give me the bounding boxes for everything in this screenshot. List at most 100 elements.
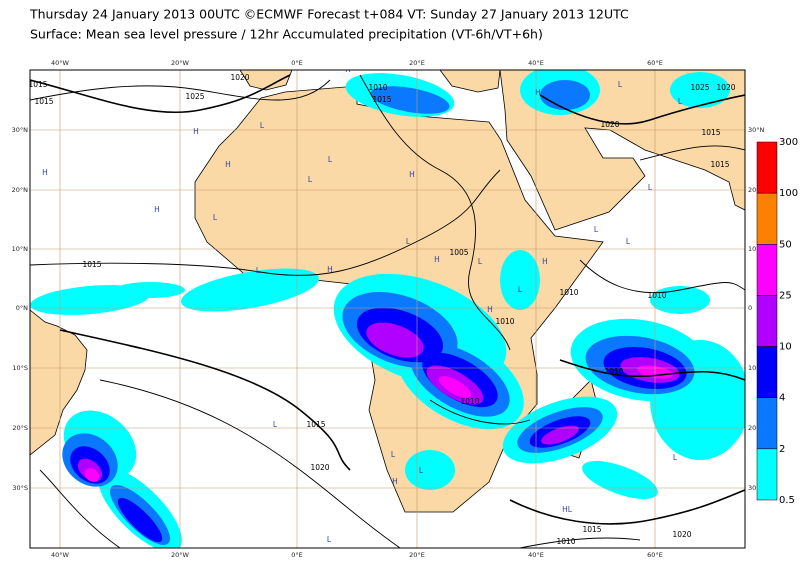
pressure-center: H — [193, 127, 199, 136]
isobar-label: 1010 — [495, 317, 514, 326]
lon-label-bottom: 40°W — [51, 551, 70, 559]
isobar-label: 1015 — [372, 95, 391, 104]
lat-label-right: 30 — [748, 484, 756, 492]
pressure-center: L — [328, 155, 333, 164]
isobar-label: 1020 — [672, 530, 691, 539]
isobar — [30, 79, 331, 101]
precip-area — [582, 461, 658, 499]
isobar-label: 1015 — [582, 525, 601, 534]
pressure-center: L — [673, 453, 678, 462]
lat-label-right: 20 — [748, 186, 756, 194]
isobars — [30, 74, 745, 548]
pressure-center: H — [542, 257, 548, 266]
isobar-label: 1015 — [82, 260, 101, 269]
colorbar-label: 300 — [779, 137, 798, 148]
lat-label-left: 20°N — [12, 186, 29, 194]
title: Thursday 24 January 2013 00UTC ©ECMWF Fo… — [29, 7, 629, 22]
lat-label-right: 30°N — [748, 126, 765, 134]
colorbar-label: 2 — [779, 444, 785, 455]
isobar-label: 1025 — [690, 83, 709, 92]
pressure-center: H — [434, 255, 440, 264]
precip-area — [439, 376, 471, 398]
pressure-center: H — [327, 265, 333, 274]
lon-label-bottom: 20°W — [171, 551, 190, 559]
colorbar-label: 50 — [779, 239, 792, 250]
colorbar-segment — [756, 346, 778, 398]
lon-label-bottom: 0°E — [291, 551, 303, 559]
isobar-label: 1010 — [559, 288, 578, 297]
lon-label-top: 40°W — [51, 59, 70, 67]
isobar — [429, 399, 531, 425]
pressure-center: H — [42, 168, 48, 177]
pressure-center: H — [409, 170, 415, 179]
precip-area — [405, 450, 455, 490]
lon-label-bottom: 20°E — [409, 551, 425, 559]
precip-area — [650, 286, 710, 314]
precip-area — [366, 322, 424, 358]
isobar — [30, 169, 501, 276]
precipitation — [30, 70, 745, 548]
precip-area — [541, 425, 579, 445]
isobar-label: 1025 — [185, 92, 204, 101]
pressure-center: HL — [562, 505, 573, 514]
isobar-label: 1010 — [368, 83, 387, 92]
isobar-label: 1020 — [716, 83, 735, 92]
pressure-center: H — [225, 160, 231, 169]
lon-label-top: 20°E — [409, 59, 425, 67]
isobar — [30, 74, 291, 114]
isobar-label: 1020 — [230, 73, 249, 82]
pressure-center: H — [535, 88, 541, 97]
isobar — [519, 537, 641, 548]
colorbar-label: 10 — [779, 342, 792, 353]
isobar — [509, 489, 745, 525]
colorbar-label: 25 — [779, 290, 792, 301]
lat-label-left: 20°S — [12, 424, 28, 432]
subtitle: Surface: Mean sea level pressure / 12hr … — [30, 27, 543, 42]
isobar-label: 1010 — [647, 291, 666, 300]
isobar-label: 1015 — [28, 80, 47, 89]
pressure-center: L — [256, 266, 261, 275]
lon-label-top: 40°E — [528, 59, 544, 67]
precip-area — [500, 250, 540, 310]
pressure-center: L — [648, 183, 653, 192]
pressure-center: L — [626, 237, 631, 246]
colorbar: 300 100 50 25 10 4 2 0.5 — [756, 137, 798, 506]
pressure-center: L — [678, 97, 683, 106]
isobar — [39, 469, 121, 548]
colorbar-label: 100 — [779, 188, 798, 199]
isobar-label: 1020 — [310, 463, 329, 472]
colorbar-segment — [756, 141, 778, 194]
precip-area — [84, 468, 100, 482]
lat-label-right: 20 — [748, 424, 756, 432]
lat-label-right: 0 — [748, 304, 752, 312]
colorbar-segment — [756, 448, 778, 501]
lon-label-bottom: 40°E — [528, 551, 544, 559]
isobar-label: 1015 — [34, 97, 53, 106]
colorbar-label: 4 — [779, 393, 785, 404]
isobar-label: 1015 — [710, 160, 729, 169]
pressure-center: L — [327, 535, 332, 544]
pressure-center: L — [260, 121, 265, 130]
lat-label-left: 30°S — [12, 484, 28, 492]
lon-label-top: 0°E — [291, 59, 303, 67]
graticule — [30, 70, 745, 548]
isobar-label: 1010 — [604, 367, 623, 376]
precip-area — [117, 497, 163, 543]
isobar — [359, 74, 511, 351]
pressure-center: L — [518, 285, 523, 294]
pressure-center: H — [345, 65, 351, 74]
lon-label-top: 60°E — [647, 59, 663, 67]
isobar-label: 1005 — [449, 248, 468, 257]
isobar-label: 1010 — [460, 397, 479, 406]
precip-area — [540, 80, 590, 110]
isobar-label: 1015 — [306, 420, 325, 429]
lon-label-top: 20°W — [171, 59, 190, 67]
colorbar-label: 0.5 — [779, 495, 795, 506]
isobar — [59, 329, 351, 471]
lat-label-right: 10 — [748, 245, 756, 253]
colorbar-segment — [756, 192, 778, 245]
colorbar-segment — [756, 295, 778, 347]
lon-label-bottom: 60°E — [647, 551, 663, 559]
map: 1020 1015 1025 1010 1015 1020 1015 1015 1015 1005… — [28, 65, 745, 548]
